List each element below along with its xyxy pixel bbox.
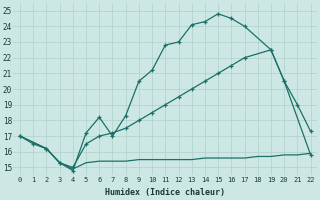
X-axis label: Humidex (Indice chaleur): Humidex (Indice chaleur): [105, 188, 225, 197]
